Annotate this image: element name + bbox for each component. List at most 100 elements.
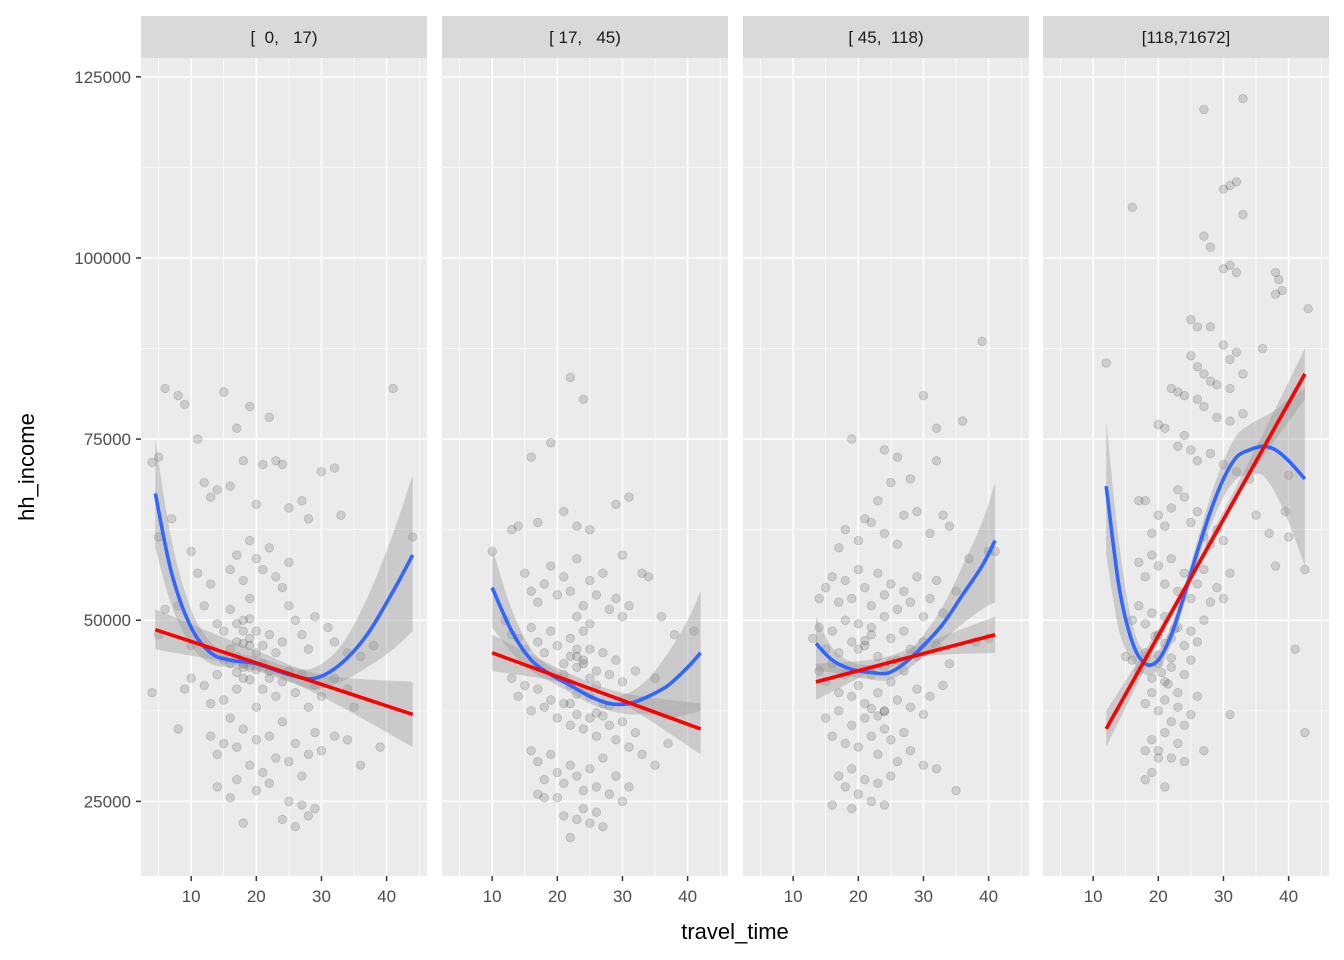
data-point [1160, 782, 1170, 792]
data-point [297, 800, 307, 810]
data-point [840, 524, 850, 535]
data-point [238, 724, 248, 734]
data-point [578, 785, 589, 796]
data-point [251, 648, 262, 658]
x-tick-label: 10 [1084, 887, 1103, 906]
data-point [1192, 579, 1203, 589]
data-point [1160, 695, 1170, 705]
data-point [860, 640, 870, 651]
data-point [827, 572, 837, 582]
data-point [578, 659, 589, 669]
panel-background [141, 58, 427, 876]
facet-strip-label: [ 0, 17) [250, 28, 317, 47]
data-point [1303, 303, 1313, 314]
data-point [951, 586, 961, 596]
data-point [355, 760, 366, 770]
data-point [1231, 267, 1242, 278]
data-point [232, 667, 242, 678]
data-point [533, 789, 543, 799]
data-point [585, 644, 595, 654]
data-point [277, 716, 288, 727]
data-point [526, 622, 536, 633]
linear-fit-line [154, 627, 414, 717]
data-point [1205, 322, 1216, 332]
data-point [238, 638, 248, 649]
data-point [814, 622, 824, 633]
data-point [264, 630, 275, 640]
data-point [565, 698, 576, 709]
data-point [1199, 564, 1209, 575]
data-point [847, 637, 857, 647]
data-point [303, 702, 314, 712]
panel-background [1043, 58, 1329, 876]
y-tick-label: 25000 [84, 792, 131, 811]
data-point [591, 590, 602, 600]
data-point [1300, 727, 1310, 738]
data-point [1199, 745, 1209, 756]
scatter-points [808, 336, 1000, 814]
data-point [572, 709, 582, 720]
data-point [212, 669, 222, 680]
data-point [533, 517, 543, 528]
data-point [264, 731, 275, 741]
data-point [827, 626, 837, 636]
data-point [834, 543, 844, 553]
data-point [1231, 467, 1242, 477]
data-point [245, 633, 255, 644]
data-point [520, 568, 530, 578]
data-point [1166, 653, 1177, 663]
data-point [624, 601, 634, 611]
data-point [310, 727, 320, 738]
data-point [388, 383, 398, 394]
data-point [238, 456, 248, 466]
data-point [297, 495, 307, 506]
data-point [160, 383, 170, 394]
data-point [546, 626, 556, 636]
data-point [277, 814, 288, 825]
data-point [918, 760, 929, 770]
data-point [617, 677, 628, 687]
data-point [336, 510, 346, 520]
data-point [1166, 503, 1177, 513]
data-point [1264, 528, 1274, 538]
data-point [539, 774, 549, 785]
data-point [1140, 572, 1150, 582]
data-point [938, 608, 948, 618]
data-point [1147, 528, 1157, 538]
data-point [1238, 209, 1248, 220]
data-point [559, 506, 569, 517]
data-point [264, 543, 275, 553]
data-point [853, 564, 864, 575]
data-point [526, 706, 536, 716]
x-tick-label: 40 [979, 887, 998, 906]
data-point [546, 561, 556, 571]
data-point [1280, 506, 1291, 517]
data-point [585, 673, 595, 683]
data-point [624, 782, 634, 792]
data-point [375, 742, 385, 752]
scatter-points [487, 372, 699, 843]
data-point [585, 524, 595, 535]
data-point [604, 720, 615, 730]
data-point [160, 604, 170, 615]
data-point [284, 503, 294, 513]
data-point [585, 818, 595, 828]
data-point [565, 586, 576, 596]
data-point [591, 731, 602, 741]
data-point [565, 651, 576, 662]
data-point [1153, 706, 1164, 716]
data-point [1257, 343, 1268, 354]
data-point [834, 687, 844, 698]
data-point [1186, 517, 1196, 528]
data-point [821, 582, 831, 593]
data-point [899, 586, 909, 596]
data-point [944, 521, 955, 531]
data-point [892, 452, 903, 462]
data-point [643, 572, 654, 582]
data-point [1147, 687, 1157, 698]
data-point [1166, 753, 1177, 763]
data-point [578, 655, 589, 665]
data-point [866, 703, 877, 714]
data-point [1153, 753, 1164, 763]
data-point [860, 713, 870, 723]
